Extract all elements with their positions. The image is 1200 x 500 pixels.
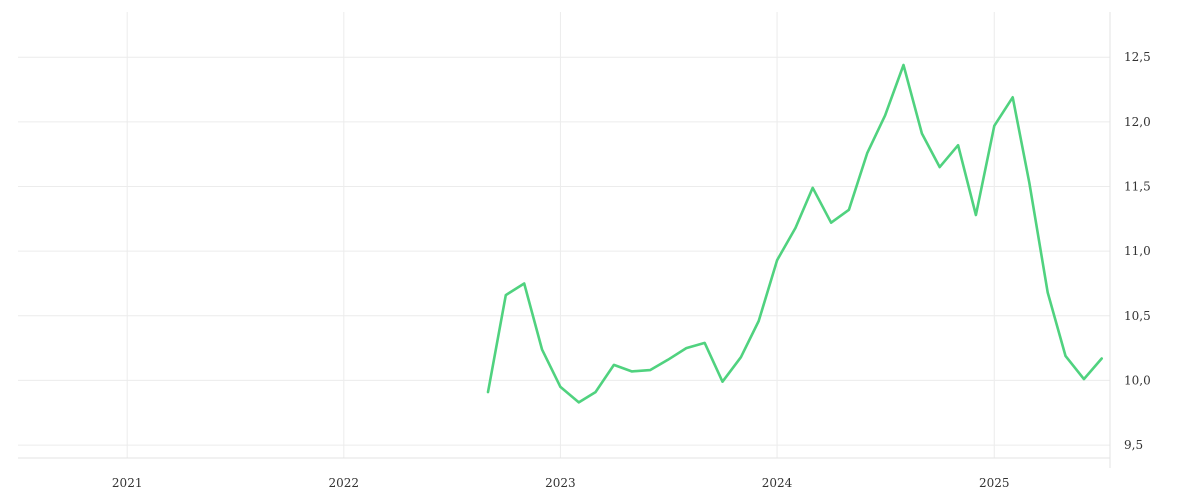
series-line: [486, 63, 1103, 404]
tick-labels: 9,5 10,0 10,5 11,0 11,5 12,0 12,5 2021 2022 2023 2…: [112, 50, 1151, 490]
x-tick-label: 2022: [329, 476, 360, 490]
y-tick-label: 9,5: [1124, 438, 1143, 452]
x-tick-label: 2021: [112, 476, 143, 490]
y-tick-label: 11,5: [1124, 180, 1151, 194]
grid: [18, 12, 1110, 458]
x-tick-label: 2023: [545, 476, 576, 490]
series-layer: [486, 63, 1103, 404]
y-tick-label: 10,0: [1124, 373, 1151, 387]
axes: [18, 12, 1111, 468]
y-tick-label: 10,5: [1124, 309, 1151, 323]
x-tick-label: 2025: [979, 476, 1010, 490]
y-tick-label: 11,0: [1124, 244, 1151, 258]
y-tick-label: 12,5: [1124, 50, 1151, 64]
x-tick-label: 2024: [762, 476, 793, 490]
y-tick-label: 12,0: [1124, 115, 1151, 129]
